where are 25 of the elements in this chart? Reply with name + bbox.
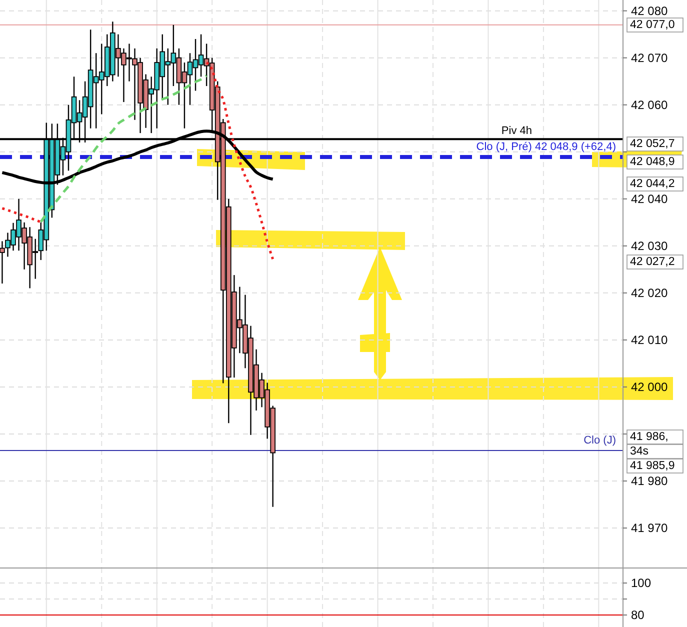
y-tick-label: 42 000 <box>631 380 668 394</box>
ref-line-label: Piv 4h <box>501 125 532 138</box>
text: 41 985,9 <box>630 460 675 472</box>
y-tick-label: 42 060 <box>631 98 668 112</box>
ref-line-label: Clo (J, Pré) 42 048,9 (+62,4) <box>476 141 616 154</box>
y-tick-label: 42 010 <box>631 332 668 347</box>
y-tick-label: 41 970 <box>631 521 668 536</box>
text: 42 044,2 <box>630 178 675 190</box>
text: 41 986, <box>630 431 668 443</box>
y-tick-label: 80 <box>631 608 645 622</box>
y-tick-label: 42 040 <box>631 192 668 206</box>
y-tick-label: 42 070 <box>631 50 668 65</box>
y-tick-label: 42 080 <box>631 4 668 18</box>
ref-line-label: Clo (J) <box>584 434 616 446</box>
text: 34s <box>630 446 649 458</box>
text: 42 077,0 <box>630 19 675 31</box>
text: 42 048,9 <box>630 156 675 168</box>
candlestick <box>0 240 5 284</box>
text: 42 052,7 <box>630 138 675 150</box>
text: 42 027,2 <box>630 256 675 268</box>
y-tick-label: 41 980 <box>631 474 668 488</box>
y-tick-label: 42 020 <box>631 286 668 300</box>
y-tick-label: 42 030 <box>631 238 668 253</box>
line-series <box>40 74 208 224</box>
y-tick-label: 100 <box>631 576 652 590</box>
